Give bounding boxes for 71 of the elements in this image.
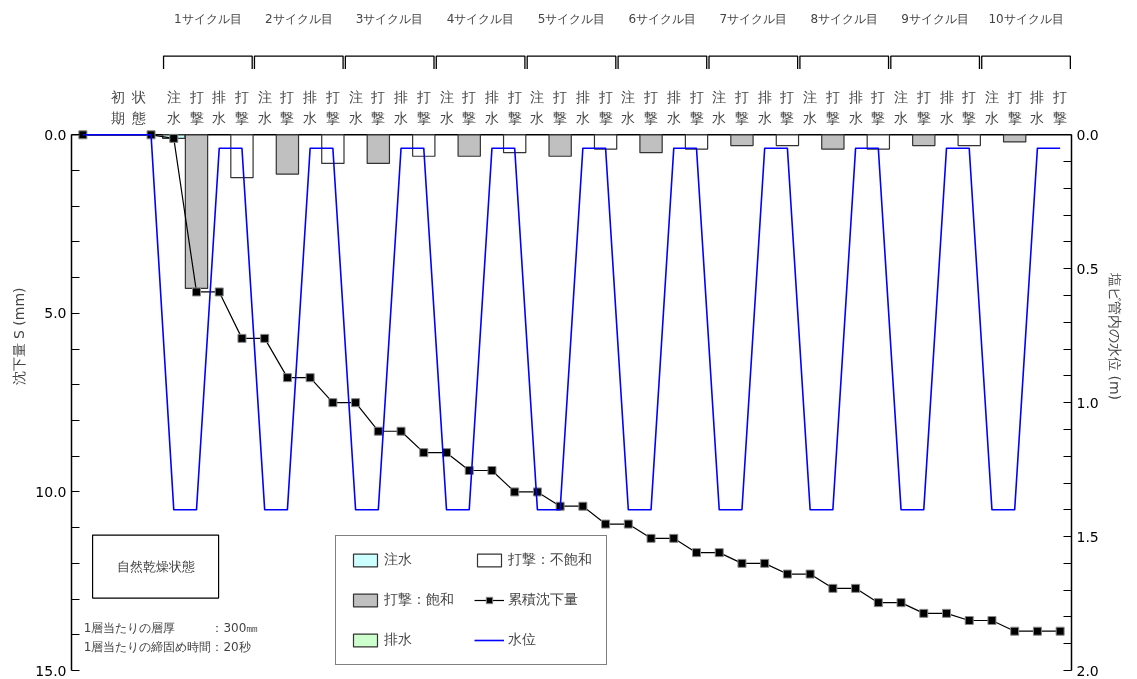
x-tick-label: 打撃 (461, 88, 477, 127)
text: 1サイクル目 (174, 11, 242, 26)
x-tick-label: 打撃 (279, 88, 295, 127)
y-axis-title: 沈下量 S (mm) (11, 287, 28, 386)
x-tick-label: 打撃 (870, 88, 886, 127)
text: 3サイクル目 (355, 11, 424, 26)
x-tick-label: 注水 (530, 88, 545, 127)
x-tick-label: 注水 (803, 88, 818, 127)
text: 6サイクル目 (628, 11, 697, 26)
x-tick-label: 注水 (712, 88, 727, 127)
x-tick-label: 注水 (166, 88, 181, 127)
x-tick-label: 初期状態 (110, 88, 147, 127)
legend-label: 水位 (508, 630, 536, 649)
x-tick-label: 打撃 (824, 88, 840, 127)
text: 4サイクル目 (446, 11, 515, 26)
y-tick-label: 5.0 (44, 305, 67, 322)
x-tick-label: 打撃 (1006, 88, 1022, 127)
x-tick-label: 打撃 (643, 88, 659, 127)
x-tick-label: 注水 (439, 88, 454, 127)
legend-label: 打撃：不飽和 (508, 550, 592, 569)
y-tick-label: 15.0 (35, 662, 67, 679)
x-tick-label: 排水 (303, 88, 318, 127)
text: 5サイクル目 (537, 11, 606, 26)
x-tick-label: 排水 (757, 88, 772, 127)
x-tick-label: 打撃 (552, 88, 568, 127)
text: 9サイクル目 (901, 11, 969, 26)
x-tick-label: 排水 (666, 88, 681, 127)
x-tick-label: 排水 (1030, 88, 1045, 127)
x-tick-label: 注水 (348, 88, 363, 127)
x-tick-label: 排水 (484, 88, 499, 127)
legend-label: 排水 (384, 630, 412, 649)
text: 10サイクル目 (988, 11, 1064, 26)
x-tick-label: 打撃 (915, 88, 931, 127)
legend-label: 注水 (384, 550, 412, 569)
x-tick-label: 打撃 (506, 88, 522, 127)
text: 2サイクル目 (264, 11, 333, 26)
x-tick-label: 打撃 (415, 88, 431, 127)
x-tick-label: 打撃 (324, 88, 340, 127)
y2-tick-label: 2.0 (1076, 662, 1099, 679)
y-tick-label: 0.0 (44, 126, 67, 143)
y2-tick-label: 0.0 (1076, 126, 1099, 143)
x-tick-label: 打撃 (370, 88, 386, 127)
y2-axis-title: 塩ビ管内の水位 (m) (1106, 271, 1123, 401)
legend-label: 累積沈下量 (508, 590, 578, 609)
x-tick-label: 打撃 (779, 88, 795, 127)
x-tick-label: 排水 (575, 88, 590, 127)
y-tick-label: 10.0 (35, 483, 67, 500)
annotation: 1層当たりの層厚 ：300㎜ (83, 620, 259, 635)
x-tick-label: 打撃 (688, 88, 704, 127)
x-tick-label: 打撃 (1052, 88, 1068, 127)
annotation: 1層当たりの締固め時間：20秒 (83, 639, 251, 654)
x-tick-label: 打撃 (597, 88, 613, 127)
x-tick-label: 注水 (621, 88, 636, 127)
y2-tick-label: 1.5 (1076, 528, 1099, 545)
x-tick-label: 注水 (257, 88, 272, 127)
y2-tick-label: 1.0 (1076, 394, 1099, 411)
x-tick-label: 排水 (212, 88, 227, 127)
y2-tick-label: 0.5 (1076, 260, 1099, 277)
x-tick-label: 打撃 (233, 88, 249, 127)
x-tick-label: 排水 (394, 88, 409, 127)
x-tick-label: 打撃 (188, 88, 204, 127)
annotation: 自然乾燥状態 (116, 559, 195, 575)
x-tick-label: 注水 (984, 88, 999, 127)
x-tick-label: 打撃 (961, 88, 977, 127)
x-tick-label: 打撃 (733, 88, 749, 127)
x-tick-label: 排水 (939, 88, 954, 127)
legend-label: 打撃：飽和 (384, 590, 454, 609)
text: 7サイクル目 (719, 11, 788, 26)
x-tick-label: 排水 (848, 88, 863, 127)
text: 8サイクル目 (810, 11, 879, 26)
x-tick-label: 注水 (894, 88, 909, 127)
